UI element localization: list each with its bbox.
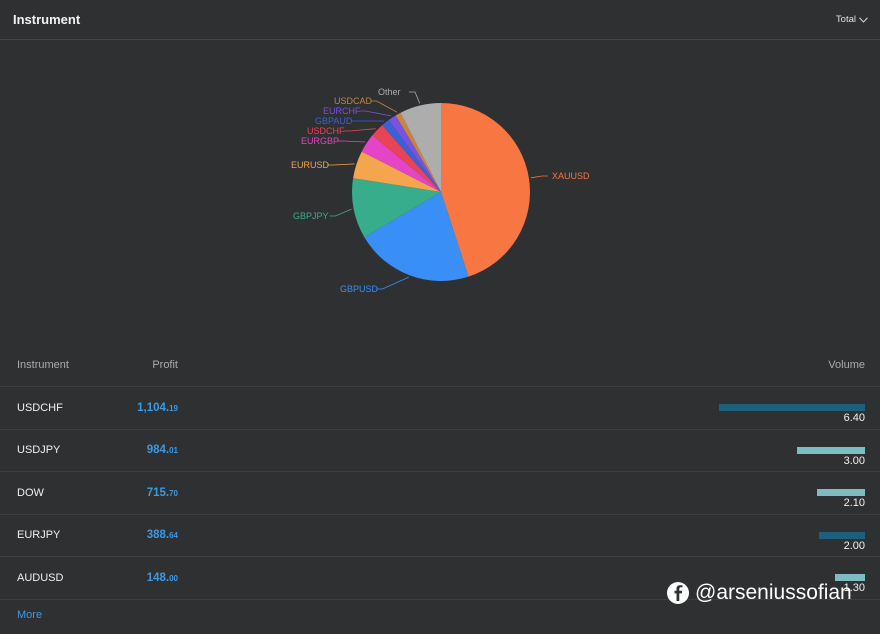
leader-line-other	[409, 91, 421, 104]
leader-line-usdchf	[343, 128, 376, 132]
volume-bar	[797, 446, 865, 454]
profit-decimal: 19	[169, 403, 178, 413]
table-row[interactable]: EURJPY 388.64 2.00	[0, 515, 880, 557]
total-dropdown[interactable]: Total	[836, 14, 868, 25]
volume-value: 2.00	[843, 539, 865, 552]
instrument-name: EURJPY	[17, 529, 61, 542]
leader-line-eurgbp	[337, 140, 365, 143]
column-header-volume: Volume	[828, 359, 865, 371]
profit-integer: 148.	[146, 571, 170, 584]
facebook-icon	[667, 582, 689, 604]
total-dropdown-label: Total	[835, 14, 856, 25]
profit-integer: 388.	[146, 529, 170, 542]
leader-line-gbpusd	[376, 276, 409, 290]
profit-integer: 1,104.	[137, 401, 170, 414]
instrument-name: USDCHF	[17, 401, 63, 414]
pie-slice-xauusd[interactable]	[441, 103, 530, 277]
pie-label-eurusd: EURUSD	[291, 160, 330, 170]
profit-integer: 715.	[146, 486, 170, 499]
pie-label-gbpaud: GBPAUD	[315, 116, 353, 126]
pie-chart: XAUUSD GBPUSD GBPJPY EURUSD EURGBP USDCHF GBPA…	[0, 41, 880, 341]
chevron-down-icon	[859, 16, 868, 23]
watermark-text: @arseniussofian	[695, 581, 852, 604]
profit-decimal: 00	[169, 573, 178, 583]
pie-label-xauusd: XAUUSD	[552, 171, 590, 181]
pie-slice-gbpjpy[interactable]	[352, 178, 441, 238]
profit-value: 715.70	[120, 487, 178, 499]
column-header-instrument: Instrument	[17, 359, 69, 371]
more-link[interactable]: More	[17, 609, 43, 621]
pie-slice-eurgbp[interactable]	[361, 135, 441, 192]
volume-bar	[835, 574, 865, 581]
profit-value: 984.01	[120, 444, 178, 456]
profit-value: 148.00	[120, 572, 178, 584]
instrument-table: Instrument Profit Volume USDCHF 1,104.19 6…	[0, 344, 880, 600]
pie-slice-other[interactable]	[400, 103, 441, 192]
profit-decimal: 64	[169, 531, 178, 541]
profit-integer: 984.	[146, 444, 170, 457]
pie-label-usdcad: USDCAD	[334, 96, 373, 106]
pie-slice-gbpaud[interactable]	[382, 120, 441, 192]
volume-bar	[817, 489, 865, 496]
volume-value: 1.30	[843, 582, 865, 594]
instrument-name: DOW	[17, 486, 44, 499]
table-row[interactable]: USDJPY 984.01 3.00	[0, 430, 880, 472]
pie-slice-usdcad[interactable]	[395, 112, 441, 192]
pie-label-eurgbp: EURGBP	[301, 136, 339, 146]
pie-label-gbpusd: GBPUSD	[340, 284, 379, 294]
table-row[interactable]: USDCHF 1,104.19 6.40	[0, 387, 880, 430]
instrument-name: USDJPY	[17, 444, 61, 457]
profit-value: 1,104.19	[120, 402, 178, 414]
profit-value: 388.64	[120, 529, 178, 541]
leader-line-xauusd	[530, 175, 548, 179]
pie-label-gbpjpy: GBPJPY	[293, 211, 329, 221]
profit-decimal: 01	[169, 446, 178, 456]
profit-decimal: 70	[169, 488, 178, 498]
volume-value: 3.00	[843, 454, 865, 467]
pie-label-other: Other	[378, 87, 401, 97]
table-row[interactable]: DOW 715.70 2.10	[0, 472, 880, 515]
leader-line-eurusd	[327, 163, 355, 166]
pie-slice-eurusd[interactable]	[353, 151, 441, 192]
pie-slice-usdchf[interactable]	[372, 125, 441, 192]
watermark: @arseniussofian	[667, 581, 852, 605]
panel-header: Instrument Total	[0, 0, 880, 40]
instrument-name: AUDUSD	[17, 571, 64, 584]
leader-line-gbpjpy	[329, 208, 352, 217]
volume-bar	[819, 531, 865, 539]
table-header: Instrument Profit Volume	[0, 344, 880, 387]
leader-line-usdcad	[370, 100, 398, 113]
pie-slice-gbpusd[interactable]	[364, 192, 469, 281]
leader-line-eurchf	[359, 110, 392, 117]
volume-value: 6.40	[843, 412, 865, 424]
panel-title: Instrument	[13, 12, 81, 27]
pie-label-eurchf: EURCHF	[323, 106, 361, 116]
volume-value: 2.10	[843, 497, 865, 509]
pie-chart-svg: XAUUSD GBPUSD GBPJPY EURUSD EURGBPUSDCHFGBPA…	[291, 87, 590, 294]
pie-slice-eurchf[interactable]	[388, 115, 441, 192]
volume-bar	[719, 404, 865, 411]
column-header-profit: Profit	[152, 359, 178, 371]
pie-label-usdchf: USDCHF	[307, 126, 345, 136]
table-row[interactable]: AUDUSD 148.00 1.30	[0, 557, 880, 600]
